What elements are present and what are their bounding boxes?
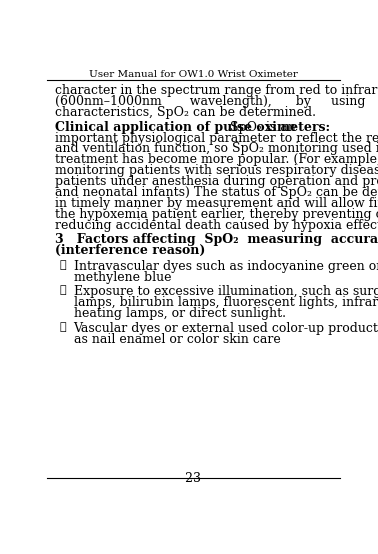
Text: treatment has become more popular. (For example, such as: treatment has become more popular. (For …	[55, 153, 378, 166]
Text: Clinical application of pulse oximeters:: Clinical application of pulse oximeters:	[55, 121, 330, 134]
Text: heating lamps, or direct sunlight.: heating lamps, or direct sunlight.	[74, 307, 286, 320]
Text: (interference reason): (interference reason)	[55, 244, 205, 257]
Text: ❖: ❖	[60, 260, 66, 270]
Text: Vascular dyes or external used color-up product such: Vascular dyes or external used color-up …	[74, 322, 378, 335]
Text: as nail enamel or color skin care: as nail enamel or color skin care	[74, 333, 280, 346]
Text: Exposure to excessive illumination, such as surgical: Exposure to excessive illumination, such…	[74, 285, 378, 298]
Text: important physiological parameter to reflect the respiration: important physiological parameter to ref…	[55, 131, 378, 145]
Text: -23-: -23-	[182, 473, 206, 485]
Text: SpO₂ is an: SpO₂ is an	[226, 121, 296, 134]
Text: reducing accidental death caused by hypoxia effectively.: reducing accidental death caused by hypo…	[55, 219, 378, 232]
Text: ❖: ❖	[60, 285, 66, 295]
Text: ❖: ❖	[60, 322, 66, 332]
Text: and ventilation function, so SpO₂ monitoring used in: and ventilation function, so SpO₂ monito…	[55, 142, 378, 156]
Text: User Manual for OW1.0 Wrist Oximeter: User Manual for OW1.0 Wrist Oximeter	[89, 70, 298, 79]
Text: methylene blue: methylene blue	[74, 270, 171, 284]
Text: characteristics, SpO₂ can be determined.: characteristics, SpO₂ can be determined.	[55, 106, 316, 119]
Text: monitoring patients with serious respiratory disease,: monitoring patients with serious respira…	[55, 164, 378, 177]
Text: (600nm–1000nm       wavelength),      by     using      these: (600nm–1000nm wavelength), by using thes…	[55, 95, 378, 108]
Text: 3   Factors affecting  SpO₂  measuring  accuracy: 3 Factors affecting SpO₂ measuring accur…	[55, 233, 378, 247]
Text: the hypoxemia patient earlier, thereby preventing or: the hypoxemia patient earlier, thereby p…	[55, 208, 378, 220]
Text: character in the spectrum range from red to infrared light: character in the spectrum range from red…	[55, 84, 378, 97]
Text: and neonatal infants) The status of SpO₂ can be determined: and neonatal infants) The status of SpO₂…	[55, 186, 378, 199]
Text: lamps, bilirubin lamps, fluorescent lights, infrared: lamps, bilirubin lamps, fluorescent ligh…	[74, 296, 378, 309]
Text: Intravascular dyes such as indocyanine green or: Intravascular dyes such as indocyanine g…	[74, 260, 378, 273]
Text: in timely manner by measurement and will allow finding: in timely manner by measurement and will…	[55, 197, 378, 210]
Text: patients under anesthesia during operation and premature: patients under anesthesia during operati…	[55, 175, 378, 188]
